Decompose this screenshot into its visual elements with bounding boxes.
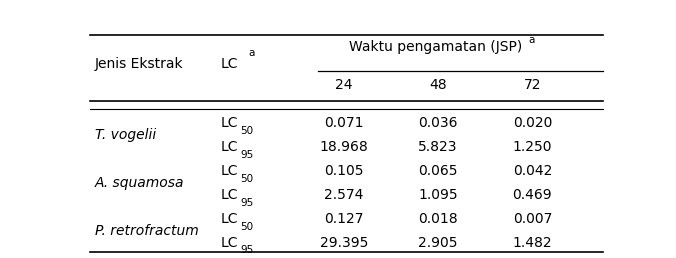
Text: 0.105: 0.105 [324,164,364,178]
Text: 95: 95 [241,245,254,255]
Text: 50: 50 [241,174,254,184]
Text: 2.905: 2.905 [418,236,458,249]
Text: 0.007: 0.007 [513,212,552,226]
Text: Jenis Ekstrak: Jenis Ekstrak [95,57,184,71]
Text: 0.071: 0.071 [324,116,364,130]
Text: LC: LC [220,236,238,249]
Text: 0.018: 0.018 [418,212,458,226]
Text: T. vogelii: T. vogelii [95,128,156,142]
Text: 24: 24 [335,78,353,92]
Text: 2.574: 2.574 [324,188,364,202]
Text: LC: LC [220,116,238,130]
Text: a: a [248,48,254,58]
Text: 95: 95 [241,198,254,208]
Text: LC: LC [220,212,238,226]
Text: 95: 95 [241,150,254,160]
Text: 50: 50 [241,126,254,136]
Text: 1.482: 1.482 [512,236,552,249]
Text: 48: 48 [429,78,447,92]
Text: LC: LC [220,164,238,178]
Text: 1.250: 1.250 [512,140,552,154]
Text: 50: 50 [241,222,254,232]
Text: Waktu pengamatan (JSP): Waktu pengamatan (JSP) [349,40,522,54]
Text: 5.823: 5.823 [418,140,458,154]
Text: 29.395: 29.395 [320,236,368,249]
Text: 18.968: 18.968 [320,140,368,154]
Text: 0.036: 0.036 [418,116,458,130]
Text: a: a [529,35,535,45]
Text: 0.065: 0.065 [418,164,458,178]
Text: LC: LC [220,57,238,71]
Text: LC: LC [220,140,238,154]
Text: 72: 72 [524,78,541,92]
Text: P. retrofractum: P. retrofractum [95,224,199,238]
Text: 1.095: 1.095 [418,188,458,202]
Text: 0.042: 0.042 [513,164,552,178]
Text: LC: LC [220,188,238,202]
Text: A. squamosa: A. squamosa [95,176,185,190]
Text: 0.127: 0.127 [324,212,364,226]
Text: 0.469: 0.469 [512,188,552,202]
Text: 0.020: 0.020 [513,116,552,130]
